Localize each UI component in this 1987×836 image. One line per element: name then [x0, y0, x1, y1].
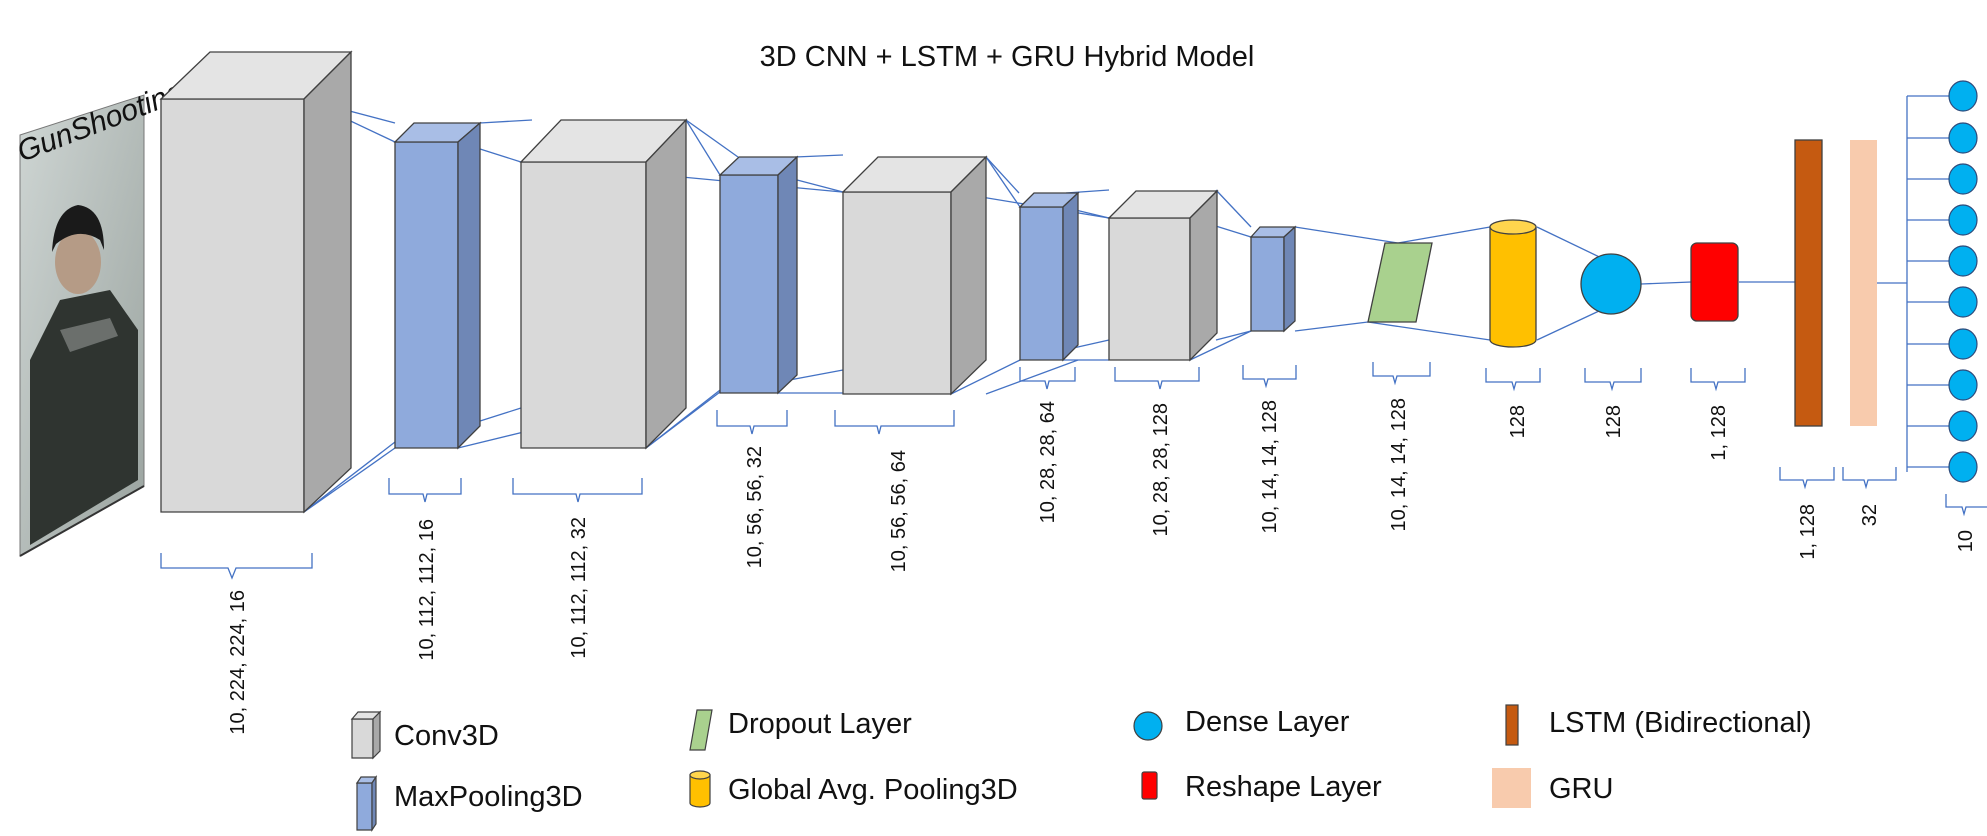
maxpool3d-block-3 [1020, 193, 1078, 360]
conv3d-block-2 [521, 120, 686, 448]
legend-label: Global Avg. Pooling3D [728, 774, 1018, 806]
legend-item-maxpooling3d: MaxPooling3D [357, 777, 583, 830]
legend-label: MaxPooling3D [394, 781, 583, 813]
output-dense-nodes [1949, 81, 1977, 482]
input-image [20, 95, 144, 556]
legend-label: Dense Layer [1185, 706, 1350, 738]
legend-label: Reshape Layer [1185, 771, 1382, 803]
shape-label-global-avg-pool: 128 [1507, 405, 1529, 438]
shape-label-dense: 128 [1603, 405, 1625, 438]
cylinder-icon [690, 771, 710, 807]
legend-item-conv3d: Conv3D [352, 712, 499, 758]
parallelogram-icon [690, 710, 712, 750]
dense-layer [1581, 254, 1641, 314]
shape-label-maxpool3d-4: 10, 14, 14, 128 [1259, 400, 1281, 533]
global-avg-pooling-layer [1490, 220, 1536, 347]
shape-label-maxpool3d-3: 10, 28, 28, 64 [1037, 401, 1059, 523]
shape-label-output: 10 [1955, 530, 1977, 552]
shape-label-conv3d-1: 10, 224, 224, 16 [227, 590, 249, 735]
conv3d-block-3 [843, 157, 986, 394]
shape-label-conv3d-2: 10, 112, 112, 32 [568, 517, 590, 659]
legend-item-lstm: LSTM (Bidirectional) [1506, 705, 1812, 745]
maxpool3d-block-2 [720, 157, 797, 393]
rect-icon [1492, 768, 1531, 808]
cube-icon [357, 777, 376, 830]
diagram-title: 3D CNN + LSTM + GRU Hybrid Model [760, 41, 1255, 73]
reshape-layer [1691, 243, 1738, 321]
maxpool3d-block-1 [395, 123, 480, 448]
legend: Conv3D MaxPooling3D Dropout Layer Global… [352, 705, 1812, 830]
gru-layer [1850, 140, 1877, 426]
legend-item-reshape: Reshape Layer [1142, 771, 1382, 803]
legend-item-global-avg-pooling: Global Avg. Pooling3D [690, 771, 1018, 807]
legend-item-dense: Dense Layer [1134, 706, 1350, 740]
rect-icon [1506, 705, 1518, 745]
shape-label-maxpool3d-2: 10, 56, 56, 32 [744, 446, 766, 568]
dropout-layer [1368, 243, 1432, 322]
legend-item-dropout: Dropout Layer [690, 708, 912, 750]
dimension-labels: 10, 224, 224, 16 10, 112, 112, 16 10, 11… [227, 398, 1977, 735]
cube-icon [352, 712, 380, 758]
lstm-layer [1795, 140, 1822, 426]
shape-label-lstm: 1, 128 [1797, 504, 1819, 560]
shape-label-dropout: 10, 14, 14, 128 [1388, 398, 1410, 531]
circle-icon [1134, 712, 1162, 740]
legend-label: LSTM (Bidirectional) [1549, 707, 1812, 739]
legend-label: Dropout Layer [728, 708, 912, 740]
legend-label: Conv3D [394, 720, 499, 752]
maxpool3d-block-4 [1251, 227, 1295, 331]
shape-label-conv3d-4: 10, 28, 28, 128 [1150, 403, 1172, 536]
shape-label-reshape: 1, 128 [1708, 405, 1730, 461]
shape-label-maxpool3d-1: 10, 112, 112, 16 [416, 519, 438, 661]
rounded-rect-icon [1142, 772, 1157, 799]
shape-label-gru: 32 [1859, 504, 1881, 526]
shape-label-conv3d-3: 10, 56, 56, 64 [888, 450, 910, 572]
conv3d-block-1 [161, 52, 351, 512]
legend-label: GRU [1549, 773, 1613, 805]
conv3d-block-4 [1109, 191, 1217, 360]
legend-item-gru: GRU [1492, 768, 1613, 808]
